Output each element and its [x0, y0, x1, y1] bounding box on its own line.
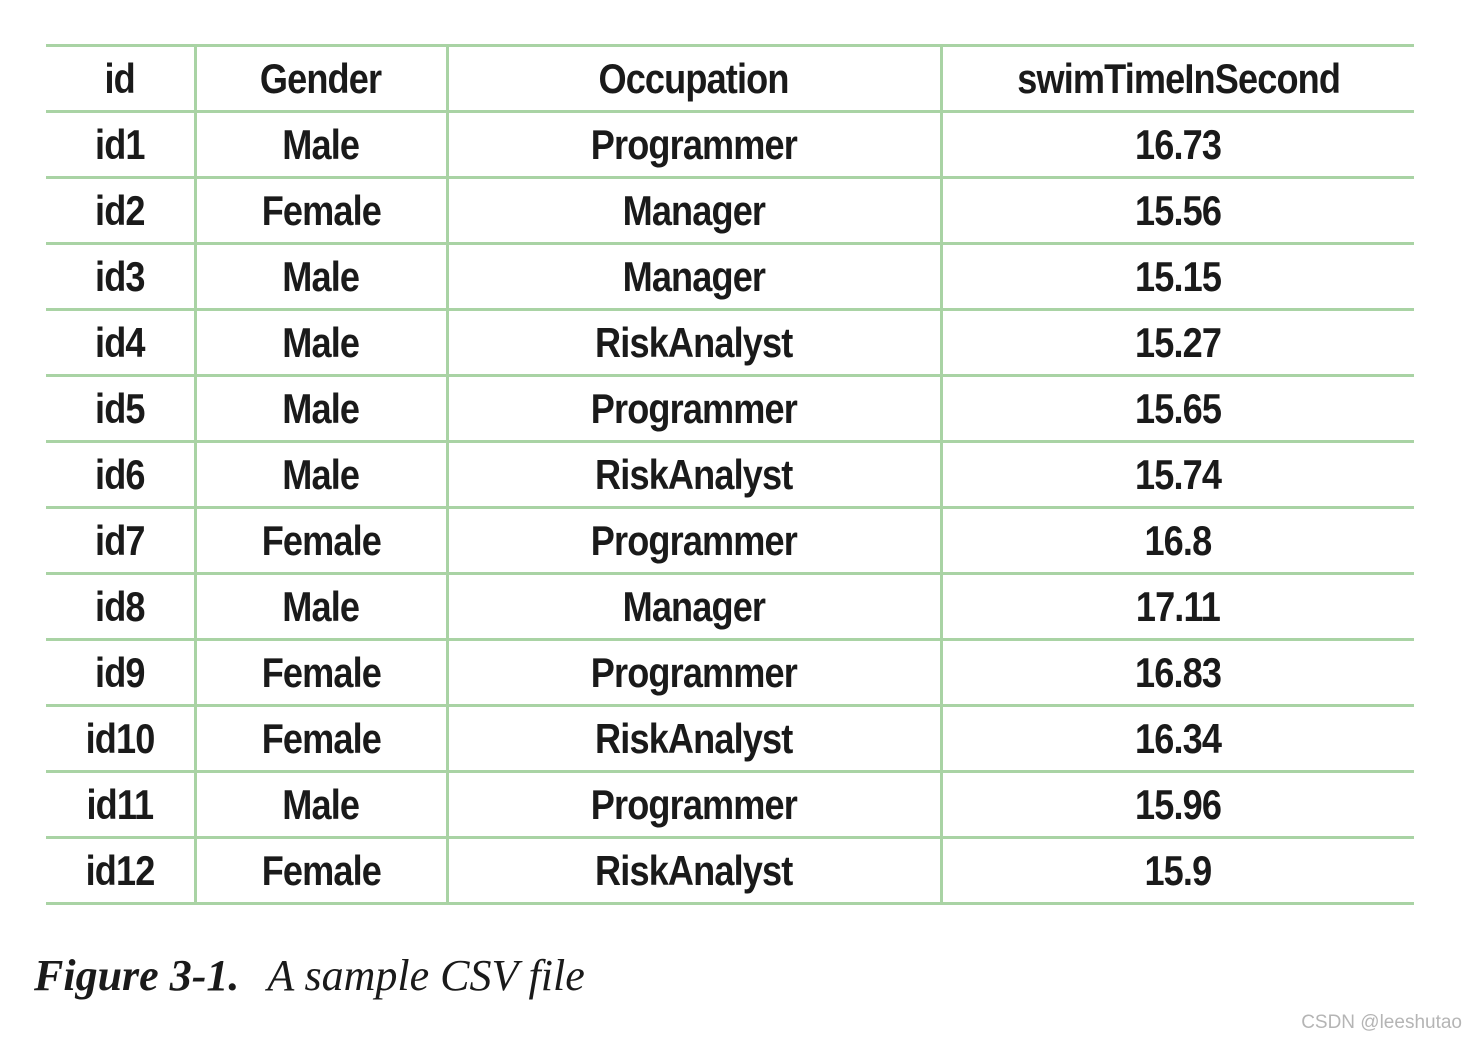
- cell-occupation: Programmer: [445, 506, 941, 575]
- cell-swim-time: 16.8: [939, 506, 1414, 575]
- cell-id: id3: [46, 242, 195, 311]
- cell-swim-time: 16.34: [939, 704, 1414, 773]
- cell-swim-time: 15.15: [939, 242, 1414, 311]
- cell-gender: Female: [193, 836, 447, 905]
- cell-swim-time: 15.96: [939, 770, 1414, 839]
- table-row: id1 Male Programmer 16.73: [46, 110, 1414, 179]
- cell-swim-time: 16.83: [939, 638, 1414, 707]
- cell-gender: Female: [193, 638, 447, 707]
- column-header-swim-time: swimTimeInSecond: [939, 44, 1414, 113]
- table-row: id6 Male RiskAnalyst 15.74: [46, 440, 1414, 509]
- cell-occupation: RiskAnalyst: [445, 440, 941, 509]
- table-row: id4 Male RiskAnalyst 15.27: [46, 308, 1414, 377]
- cell-occupation: Manager: [445, 572, 941, 641]
- table-row: id3 Male Manager 15.15: [46, 242, 1414, 311]
- cell-swim-time: 17.11: [939, 572, 1414, 641]
- csv-table: id Gender Occupation swimTimeInSecond id…: [46, 44, 1414, 905]
- cell-id: id12: [46, 836, 195, 905]
- cell-swim-time: 15.74: [939, 440, 1414, 509]
- table-row: id10 Female RiskAnalyst 16.34: [46, 704, 1414, 773]
- cell-gender: Female: [193, 176, 447, 245]
- cell-id: id6: [46, 440, 195, 509]
- cell-gender: Male: [193, 440, 447, 509]
- cell-gender: Female: [193, 506, 447, 575]
- cell-id: id1: [46, 110, 195, 179]
- cell-id: id2: [46, 176, 195, 245]
- cell-gender: Male: [193, 308, 447, 377]
- cell-swim-time: 15.27: [939, 308, 1414, 377]
- table-row: id12 Female RiskAnalyst 15.9: [46, 836, 1414, 905]
- cell-occupation: Programmer: [445, 374, 941, 443]
- csv-table-container: id Gender Occupation swimTimeInSecond id…: [46, 44, 1414, 905]
- cell-id: id7: [46, 506, 195, 575]
- watermark: CSDN @leeshutao: [1301, 1012, 1462, 1033]
- table-row: id5 Male Programmer 15.65: [46, 374, 1414, 443]
- cell-swim-time: 15.56: [939, 176, 1414, 245]
- cell-gender: Male: [193, 770, 447, 839]
- cell-occupation: RiskAnalyst: [445, 704, 941, 773]
- cell-gender: Male: [193, 572, 447, 641]
- column-header-gender: Gender: [193, 44, 447, 113]
- cell-gender: Male: [193, 242, 447, 311]
- cell-occupation: Programmer: [445, 770, 941, 839]
- column-header-occupation: Occupation: [445, 44, 941, 113]
- table-row: id9 Female Programmer 16.83: [46, 638, 1414, 707]
- figure-caption: Figure 3-1. A sample CSV file: [34, 950, 585, 1001]
- cell-swim-time: 15.65: [939, 374, 1414, 443]
- cell-id: id10: [46, 704, 195, 773]
- cell-occupation: Programmer: [445, 110, 941, 179]
- cell-swim-time: 16.73: [939, 110, 1414, 179]
- cell-swim-time: 15.9: [939, 836, 1414, 905]
- cell-occupation: Manager: [445, 176, 941, 245]
- cell-gender: Male: [193, 374, 447, 443]
- cell-id: id11: [46, 770, 195, 839]
- cell-occupation: Programmer: [445, 638, 941, 707]
- table-row: id11 Male Programmer 15.96: [46, 770, 1414, 839]
- cell-id: id4: [46, 308, 195, 377]
- cell-id: id5: [46, 374, 195, 443]
- column-header-id: id: [46, 44, 195, 113]
- cell-gender: Male: [193, 110, 447, 179]
- table-row: id2 Female Manager 15.56: [46, 176, 1414, 245]
- figure-caption-text: A sample CSV file: [267, 951, 585, 1000]
- table-row: id7 Female Programmer 16.8: [46, 506, 1414, 575]
- cell-id: id8: [46, 572, 195, 641]
- cell-id: id9: [46, 638, 195, 707]
- cell-occupation: RiskAnalyst: [445, 308, 941, 377]
- table-header-row: id Gender Occupation swimTimeInSecond: [46, 44, 1414, 113]
- cell-gender: Female: [193, 704, 447, 773]
- cell-occupation: RiskAnalyst: [445, 836, 941, 905]
- figure-label: Figure 3-1.: [34, 951, 240, 1000]
- cell-occupation: Manager: [445, 242, 941, 311]
- table-row: id8 Male Manager 17.11: [46, 572, 1414, 641]
